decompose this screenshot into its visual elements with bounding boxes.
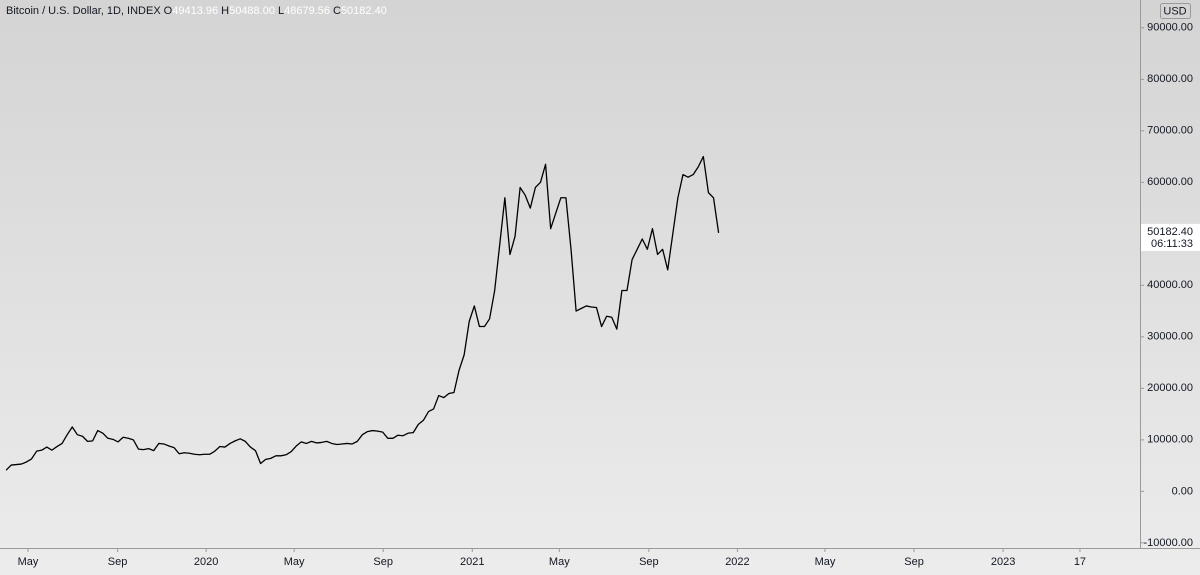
x-tick-label: May	[549, 556, 570, 568]
price-line	[5, 155, 720, 471]
price-label: 50182.40	[1147, 226, 1193, 238]
x-tick-label: Sep	[108, 556, 128, 568]
x-tick-label: 2022	[725, 556, 749, 568]
y-tick-label: 90000.00	[1147, 22, 1193, 34]
y-tick-label: 0.00	[1172, 485, 1193, 497]
x-tick-label: Sep	[373, 556, 393, 568]
y-tick-label: 70000.00	[1147, 125, 1193, 137]
x-tick-label: May	[815, 556, 836, 568]
y-tick-label: 20000.00	[1147, 382, 1193, 394]
y-tick-label: 30000.00	[1147, 331, 1193, 343]
currency-box[interactable]	[1160, 3, 1191, 19]
price-label-box	[1141, 223, 1200, 251]
ohlc-key: L	[278, 5, 284, 17]
x-tick-label: 2021	[460, 556, 484, 568]
ohlc-value: 50488.00	[229, 5, 275, 17]
x-tick-label: May	[284, 556, 305, 568]
ohlc-key: O	[164, 5, 173, 17]
chart-title: Bitcoin / U.S. Dollar, 1D, INDEX	[6, 5, 161, 17]
plot-area	[5, 155, 720, 471]
y-tick-label: 40000.00	[1147, 279, 1193, 291]
y-tick-label: 60000.00	[1147, 176, 1193, 188]
ohlc-value: 48679.56	[284, 5, 330, 17]
x-tick-label: May	[18, 556, 39, 568]
x-tick-label: 17	[1074, 556, 1086, 568]
y-tick-label: 80000.00	[1147, 73, 1193, 85]
x-tick-label: Sep	[904, 556, 924, 568]
ohlc-value: 49413.96	[172, 5, 218, 17]
ohlc-value: 50182.40	[341, 5, 387, 17]
y-tick-label: 10000.00	[1147, 434, 1193, 446]
ohlc-key: C	[333, 5, 341, 17]
x-tick-label: 2020	[194, 556, 218, 568]
ohlc-legend: O 49413.96 H 50488.00 L 48679.56 C 50182.40	[164, 5, 387, 17]
x-tick-label: Sep	[639, 556, 659, 568]
y-tick-label: -10000.00	[1143, 537, 1193, 549]
x-tick-label: 2023	[991, 556, 1015, 568]
countdown-label: 06:11:33	[1151, 238, 1193, 250]
currency-label: USD	[1163, 5, 1186, 17]
ohlc-key: H	[221, 5, 229, 17]
